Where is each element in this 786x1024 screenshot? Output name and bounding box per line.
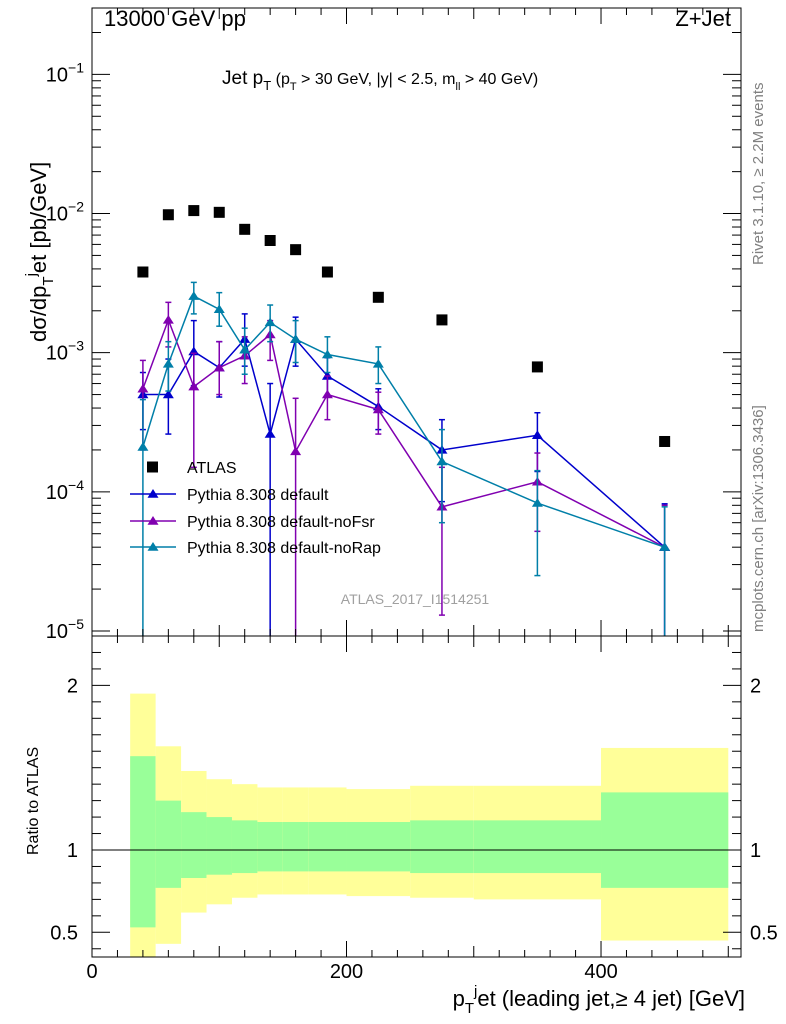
x-tick-label: 400	[584, 961, 617, 983]
data-point	[659, 542, 671, 551]
data-point	[264, 429, 276, 438]
data-point	[372, 291, 384, 303]
series-3	[137, 281, 671, 636]
series-line	[142, 295, 665, 548]
band-inner	[130, 756, 156, 928]
data-point	[213, 206, 225, 218]
y-tick-mantissa: 10	[46, 64, 68, 86]
band-inner	[206, 817, 232, 875]
ratio-tick-label-left: 1	[67, 840, 78, 862]
y-tick-label: 10−4	[46, 477, 84, 504]
data-point	[137, 266, 149, 278]
data-point	[436, 456, 448, 466]
ratio-tick-label-right: 2	[750, 675, 761, 697]
header-left: 13000 GeV pp	[104, 6, 246, 31]
data-point	[188, 291, 200, 300]
ratio-tick-label-left: 0.5	[50, 922, 78, 944]
x-tick-label: 200	[330, 961, 363, 983]
data-point	[137, 383, 149, 393]
legend-marker	[147, 516, 159, 525]
y-tick-exponent: −4	[68, 477, 84, 493]
y-tick-mantissa: 10	[46, 482, 68, 504]
data-point	[531, 498, 543, 507]
data-point	[531, 361, 543, 373]
band-inner	[231, 820, 258, 874]
data-point	[290, 334, 302, 343]
data-point	[162, 389, 174, 399]
legend-marker	[147, 461, 158, 473]
y-tick-exponent: −3	[68, 338, 84, 354]
data-point	[162, 358, 174, 368]
series-line	[142, 337, 666, 548]
ratio-frame	[91, 635, 742, 958]
rivet-label: Rivet 3.1.10, ≥ 2.2M events	[750, 83, 767, 266]
band-inner	[155, 800, 182, 888]
data-point	[531, 430, 543, 439]
y-tick-mantissa: 10	[46, 343, 68, 365]
y-tick-exponent: −1	[68, 59, 84, 75]
data-point	[321, 266, 333, 278]
data-point	[137, 442, 149, 451]
x-tick-label: 0	[86, 961, 97, 983]
data-point	[239, 223, 251, 235]
y-tick-label: 10−5	[46, 616, 84, 643]
band-inner	[601, 792, 729, 888]
mcplots-label: mcplots.cern.ch [arXiv:1306.3436]	[750, 405, 767, 632]
ratio-tick-label-left: 2	[67, 675, 78, 697]
y-tick-label: 10−2	[46, 199, 84, 226]
plot-title: Jet pT (pT > 30 GeV, |y| < 2.5, mll > 40…	[222, 68, 538, 93]
y-tick-label: 10−3	[46, 338, 84, 365]
legend-marker	[147, 542, 159, 551]
data-point	[290, 244, 302, 256]
legend-marker	[147, 489, 159, 498]
band-inner	[282, 822, 309, 872]
ratio-tick-label-right: 1	[750, 840, 761, 862]
ratio-bands	[130, 693, 729, 957]
data-point	[162, 314, 174, 324]
y-tick-mantissa: 10	[46, 621, 68, 643]
y-tick-exponent: −5	[68, 616, 84, 632]
data-point	[162, 209, 174, 221]
y-tick-label: 10−1	[46, 59, 84, 86]
watermark: ATLAS_2017_I1514251	[341, 591, 490, 607]
data-point	[188, 205, 200, 217]
data-point	[264, 235, 276, 247]
ratio-axis-label: Ratio to ATLAS	[25, 747, 42, 855]
ratio-tick-label-right: 0.5	[750, 922, 778, 944]
data-point	[213, 362, 225, 372]
x-axis-label: pTjet (leading jet,≥ 4 jet) [GeV]	[453, 983, 745, 1017]
legend-label: Pythia 8.308 default-noFsr	[187, 514, 375, 531]
band-inner	[181, 812, 207, 878]
band-inner	[410, 820, 474, 874]
data-point	[290, 446, 302, 456]
data-point	[213, 304, 225, 314]
data-point	[372, 404, 384, 414]
data-point	[264, 317, 276, 327]
data-point	[659, 435, 671, 447]
y-tick-exponent: −2	[68, 199, 84, 215]
data-point	[321, 349, 333, 359]
series-clip-group	[137, 205, 671, 636]
legend-label: Pythia 8.308 default	[187, 487, 329, 504]
series-layer	[137, 205, 671, 636]
data-point	[372, 358, 384, 368]
band-inner	[308, 822, 347, 872]
legend-label: Pythia 8.308 default-noRap	[187, 540, 381, 557]
data-point	[321, 389, 333, 399]
y-axis-label: dσ/dpTjet [pb/GeV]	[23, 162, 57, 342]
y-tick-mantissa: 10	[46, 204, 68, 226]
data-point	[436, 314, 448, 326]
legend: ATLAS Pythia 8.308 default Pythia 8.308 de…	[130, 460, 381, 557]
legend-label: ATLAS	[187, 460, 237, 477]
data-point	[188, 381, 200, 391]
series-0	[137, 205, 671, 447]
series-line	[142, 317, 665, 548]
band-inner	[346, 822, 411, 872]
band-inner	[257, 822, 283, 872]
band-inner	[473, 820, 602, 874]
data-point	[239, 344, 251, 354]
